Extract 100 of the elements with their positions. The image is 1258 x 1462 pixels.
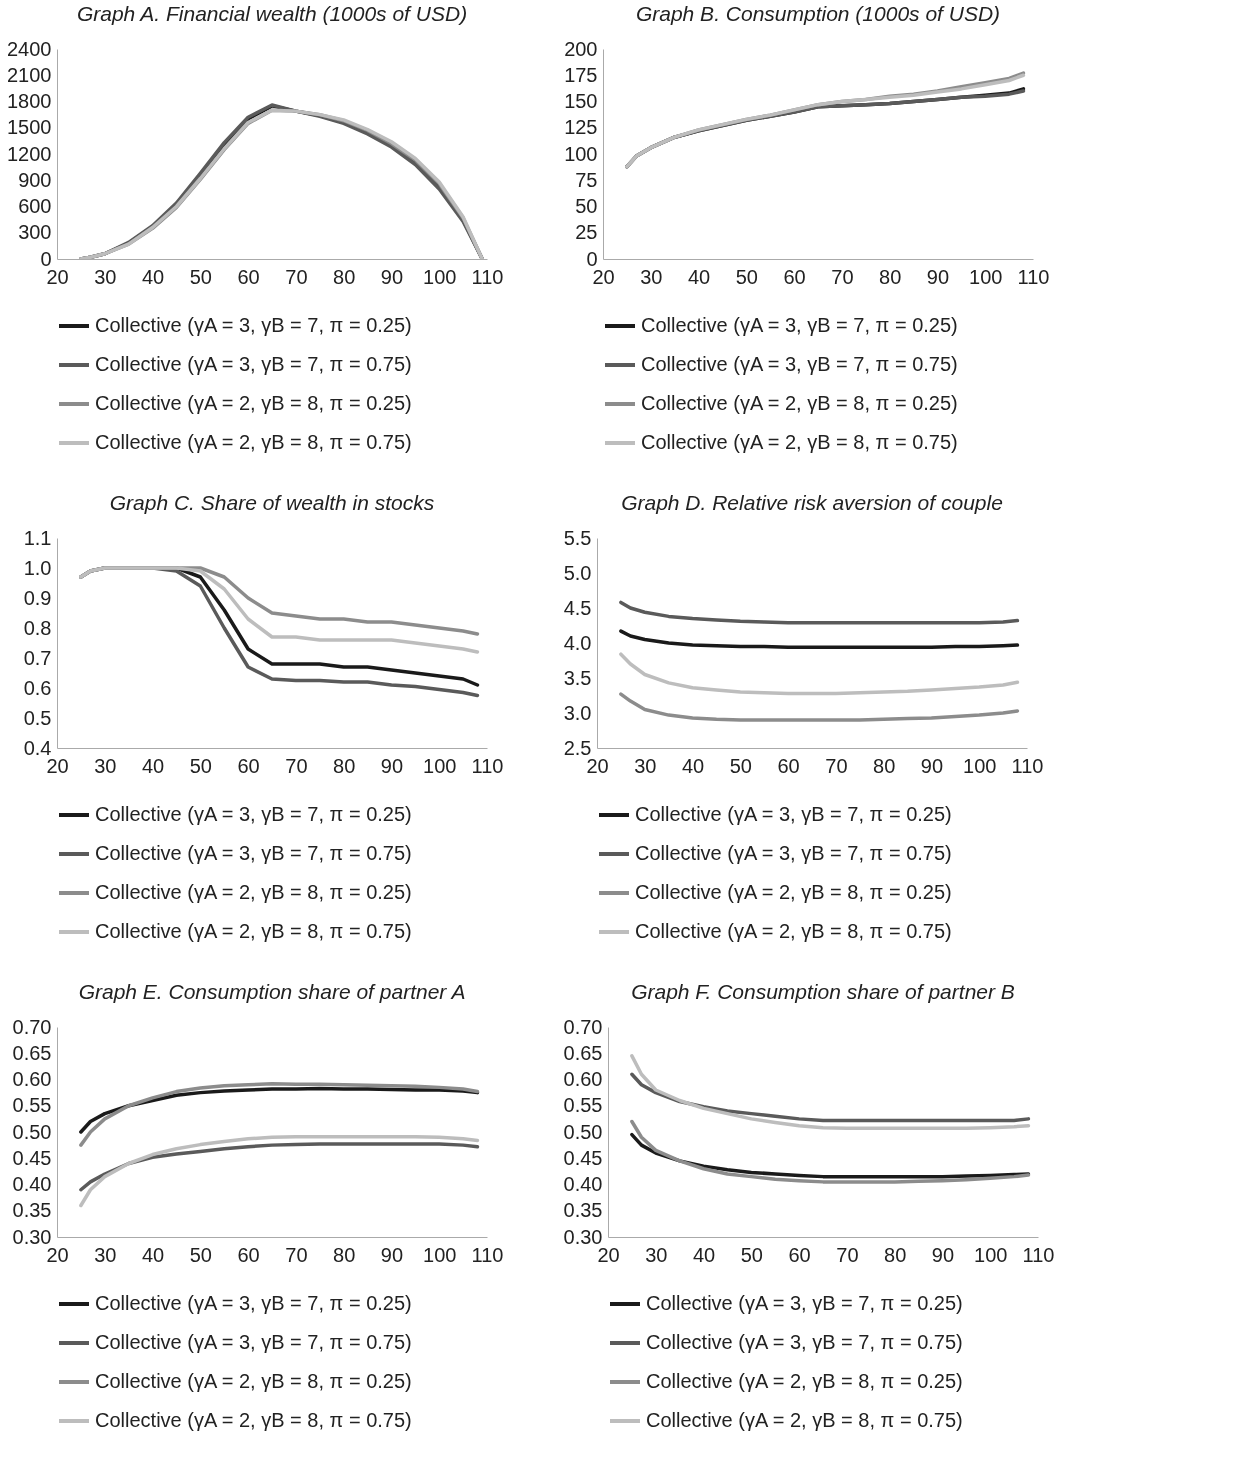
x-tick-label: 60 <box>777 754 800 777</box>
y-tick-label: 0.40 <box>12 1173 52 1195</box>
x-tick-label: 40 <box>141 265 165 288</box>
legend-label: Collective (γA = 3, γB = 7, π = 0.75) <box>95 1331 412 1353</box>
legend-label: Collective (γA = 2, γB = 8, π = 0.25) <box>641 392 958 414</box>
y-tick-label: 200 <box>564 37 598 60</box>
x-tick-label: 30 <box>634 754 657 777</box>
x-tick-label: 90 <box>931 1243 955 1266</box>
chart-title: Graph C. Share of wealth in stocks <box>109 491 435 514</box>
y-tick-label: 0.50 <box>12 1120 52 1143</box>
x-tick-label: 40 <box>141 1243 165 1266</box>
y-tick-label: 5.5 <box>563 526 592 549</box>
x-tick-label: 90 <box>380 754 404 777</box>
x-tick-label: 60 <box>237 754 260 777</box>
y-tick-label: 0.60 <box>563 1068 603 1090</box>
legend-label: Collective (γA = 2, γB = 8, π = 0.75) <box>646 1409 963 1431</box>
y-tick-label: 0.65 <box>563 1041 603 1064</box>
x-tick-label: 90 <box>926 265 950 288</box>
y-tick-label: 2100 <box>7 63 52 86</box>
x-tick-label: 110 <box>471 265 504 288</box>
y-tick-label: 0.35 <box>563 1199 603 1222</box>
y-tick-label: 0.45 <box>12 1146 52 1169</box>
y-tick-label: 0.35 <box>12 1199 52 1222</box>
y-tick-label: 75 <box>575 168 598 191</box>
x-tick-label: 70 <box>825 754 848 777</box>
x-tick-label: 80 <box>333 265 356 288</box>
y-tick-label: 0.7 <box>23 646 52 669</box>
x-tick-label: 70 <box>285 754 308 777</box>
x-tick-label: 90 <box>380 265 404 288</box>
y-tick-label: 0.40 <box>563 1173 603 1195</box>
x-tick-label: 70 <box>831 265 854 288</box>
x-tick-label: 70 <box>285 265 308 288</box>
legend-label: Collective (γA = 2, γB = 8, π = 0.75) <box>635 920 952 942</box>
y-tick-label: 5.0 <box>563 561 592 584</box>
legend-label: Collective (γA = 3, γB = 7, π = 0.75) <box>646 1331 963 1353</box>
y-tick-label: 1.1 <box>23 526 52 549</box>
x-tick-label: 50 <box>735 265 758 288</box>
x-tick-label: 100 <box>423 1243 457 1266</box>
y-tick-label: 0.55 <box>563 1094 603 1117</box>
x-tick-label: 80 <box>884 1243 907 1266</box>
legend-label: Collective (γA = 3, γB = 7, π = 0.25) <box>95 1292 412 1314</box>
y-tick-label: 0.9 <box>23 586 52 609</box>
x-tick-label: 80 <box>873 754 896 777</box>
x-tick-label: 30 <box>94 265 117 288</box>
x-tick-label: 110 <box>1011 754 1044 777</box>
legend-label: Collective (γA = 3, γB = 7, π = 0.25) <box>635 803 952 825</box>
x-tick-label: 110 <box>1022 1243 1055 1266</box>
legend-label: Collective (γA = 2, γB = 8, π = 0.25) <box>95 392 412 414</box>
legend-label: Collective (γA = 3, γB = 7, π = 0.75) <box>95 842 412 864</box>
y-tick-label: 600 <box>18 195 52 217</box>
x-tick-label: 30 <box>94 1243 117 1266</box>
chart-title: Graph A. Financial wealth (1000s of USD) <box>76 2 468 25</box>
y-tick-label: 0.55 <box>12 1094 52 1117</box>
legend-label: Collective (γA = 3, γB = 7, π = 0.25) <box>95 314 412 336</box>
y-tick-label: 3.0 <box>563 701 592 724</box>
legend-label: Collective (γA = 2, γB = 8, π = 0.75) <box>95 1409 412 1431</box>
y-tick-label: 4.0 <box>563 631 592 654</box>
x-tick-label: 40 <box>687 265 711 288</box>
x-tick-label: 50 <box>729 754 752 777</box>
x-tick-label: 40 <box>141 754 165 777</box>
legend-label: Collective (γA = 3, γB = 7, π = 0.75) <box>641 353 958 375</box>
y-tick-label: 300 <box>18 221 52 244</box>
legend-label: Collective (γA = 2, γB = 8, π = 0.75) <box>641 431 958 453</box>
y-tick-label: 0.70 <box>563 1015 603 1038</box>
y-tick-label: 0.8 <box>23 616 52 639</box>
y-tick-label: 125 <box>564 116 598 139</box>
x-tick-label: 100 <box>969 265 1003 288</box>
x-tick-label: 60 <box>788 1243 811 1266</box>
legend-label: Collective (γA = 3, γB = 7, π = 0.75) <box>95 353 412 375</box>
chart-title: Graph F. Consumption share of partner B <box>631 980 1015 1003</box>
legend-label: Collective (γA = 2, γB = 8, π = 0.25) <box>646 1370 963 1392</box>
y-tick-label: 0.60 <box>12 1068 52 1090</box>
legend-label: Collective (γA = 2, γB = 8, π = 0.25) <box>635 881 952 903</box>
x-tick-label: 100 <box>423 265 457 288</box>
x-tick-label: 30 <box>645 1243 668 1266</box>
y-tick-label: 100 <box>564 142 598 165</box>
x-tick-label: 100 <box>423 754 457 777</box>
y-tick-label: 0.70 <box>12 1015 52 1038</box>
y-tick-label: 900 <box>18 168 52 191</box>
legend-label: Collective (γA = 3, γB = 7, π = 0.25) <box>95 803 412 825</box>
x-tick-label: 60 <box>237 1243 260 1266</box>
x-tick-label: 80 <box>879 265 902 288</box>
x-tick-label: 100 <box>974 1243 1008 1266</box>
x-tick-label: 90 <box>920 754 944 777</box>
legend-label: Collective (γA = 2, γB = 8, π = 0.75) <box>95 431 412 453</box>
y-tick-label: 1800 <box>7 90 52 112</box>
x-tick-label: 40 <box>681 754 705 777</box>
legend-label: Collective (γA = 3, γB = 7, π = 0.25) <box>641 314 958 336</box>
x-tick-label: 30 <box>94 754 117 777</box>
y-tick-label: 1500 <box>7 116 52 139</box>
x-tick-label: 80 <box>333 754 356 777</box>
y-tick-label: 0.50 <box>563 1120 603 1143</box>
y-tick-label: 0.6 <box>23 676 52 699</box>
x-tick-label: 80 <box>333 1243 356 1266</box>
y-tick-label: 175 <box>564 63 598 86</box>
x-tick-label: 90 <box>380 1243 404 1266</box>
x-tick-label: 30 <box>640 265 663 288</box>
y-tick-label: 1.0 <box>23 556 52 579</box>
legend-label: Collective (γA = 3, γB = 7, π = 0.25) <box>646 1292 963 1314</box>
y-tick-label: 150 <box>564 90 598 112</box>
